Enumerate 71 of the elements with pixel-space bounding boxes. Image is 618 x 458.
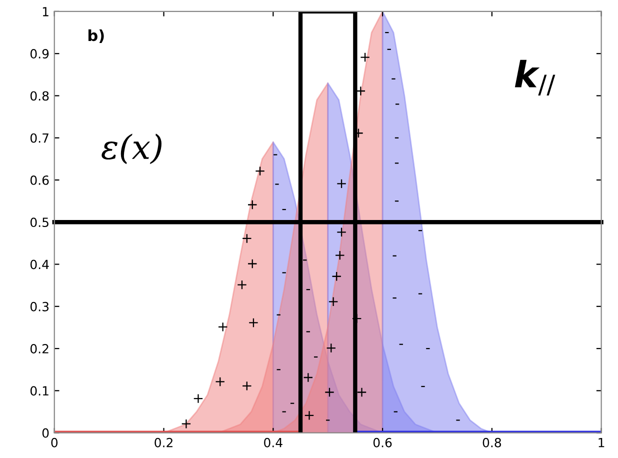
y-tick-label: 0.4 bbox=[30, 260, 49, 270]
annotation: + bbox=[249, 318, 258, 328]
annotation: - bbox=[399, 344, 403, 345]
y-tick-label: 0.6 bbox=[30, 175, 49, 185]
annotation: - bbox=[418, 230, 422, 232]
y-tick-label: 0.7 bbox=[30, 133, 48, 143]
annotation: - bbox=[326, 420, 330, 421]
annotation: + bbox=[256, 166, 264, 176]
annotation: - bbox=[418, 293, 422, 294]
annotation: + bbox=[238, 280, 246, 290]
annotation: + bbox=[248, 259, 257, 268]
annotation: + bbox=[216, 377, 224, 386]
annotation: - bbox=[276, 314, 280, 316]
x-tick-label: 0.6 bbox=[373, 438, 392, 448]
annotation: - bbox=[282, 411, 286, 412]
annotation: - bbox=[290, 402, 294, 404]
annotation: - bbox=[421, 386, 425, 388]
annotation: - bbox=[456, 420, 460, 421]
y-tick-label: 0.3 bbox=[30, 302, 49, 312]
x-tick-label: 0.4 bbox=[264, 438, 282, 448]
x-tick-label: 1 bbox=[598, 438, 604, 448]
annotation: b) bbox=[88, 29, 104, 43]
y-tick-label: 0.9 bbox=[30, 49, 49, 59]
annotation: - bbox=[394, 162, 399, 164]
annotation: - bbox=[274, 154, 278, 156]
annotation: - bbox=[306, 289, 310, 290]
annotation: + bbox=[242, 382, 252, 390]
annotation: + bbox=[194, 394, 203, 403]
x-tick-label: 0 bbox=[51, 438, 58, 448]
annotation: - bbox=[385, 32, 389, 34]
annotation: - bbox=[387, 48, 391, 50]
annotation: - bbox=[394, 137, 399, 138]
x-tick-label: 0.8 bbox=[482, 438, 502, 448]
annotation: - bbox=[282, 208, 286, 210]
annotation: - bbox=[303, 260, 307, 261]
annotation: - bbox=[394, 411, 398, 412]
annotation: + bbox=[332, 272, 341, 281]
annotation: - bbox=[314, 356, 318, 358]
annotation: - bbox=[306, 331, 310, 332]
annotation: - bbox=[426, 348, 430, 350]
annotation: + bbox=[328, 297, 338, 306]
annotation: - bbox=[392, 255, 396, 256]
annotation: + bbox=[218, 322, 228, 332]
annotation: - bbox=[394, 200, 399, 202]
x-tick-label: 0.2 bbox=[154, 438, 172, 448]
y-tick-label: 0.8 bbox=[30, 91, 49, 101]
annotation: + bbox=[356, 86, 366, 96]
y-tick-label: 0.2 bbox=[30, 344, 48, 354]
annotation: + bbox=[304, 411, 314, 420]
annotation: - bbox=[275, 184, 279, 185]
annotation: + bbox=[304, 373, 313, 382]
annotation: ε(x) bbox=[102, 134, 162, 164]
annotation: + bbox=[248, 200, 257, 210]
annotation: + bbox=[242, 234, 252, 243]
y-tick-label: 0 bbox=[42, 428, 49, 438]
annotation: + bbox=[325, 388, 334, 397]
y-tick-label: 1 bbox=[42, 7, 48, 16]
annotation: - bbox=[392, 78, 396, 80]
annotation: + bbox=[336, 250, 344, 260]
y-tick-label: 0.5 bbox=[30, 218, 48, 228]
annotation: - bbox=[392, 297, 396, 299]
annotation: + bbox=[337, 228, 346, 236]
annotation: + bbox=[326, 344, 336, 352]
annotation: + bbox=[337, 179, 346, 188]
y-tick-label: 0.1 bbox=[30, 386, 48, 396]
annotation: k$_{//}$ bbox=[514, 60, 556, 96]
annotation: + bbox=[182, 420, 191, 428]
annotation: - bbox=[395, 104, 400, 105]
annotation: + bbox=[360, 52, 370, 62]
annotation: - bbox=[282, 272, 286, 274]
annotation: - bbox=[276, 369, 280, 370]
